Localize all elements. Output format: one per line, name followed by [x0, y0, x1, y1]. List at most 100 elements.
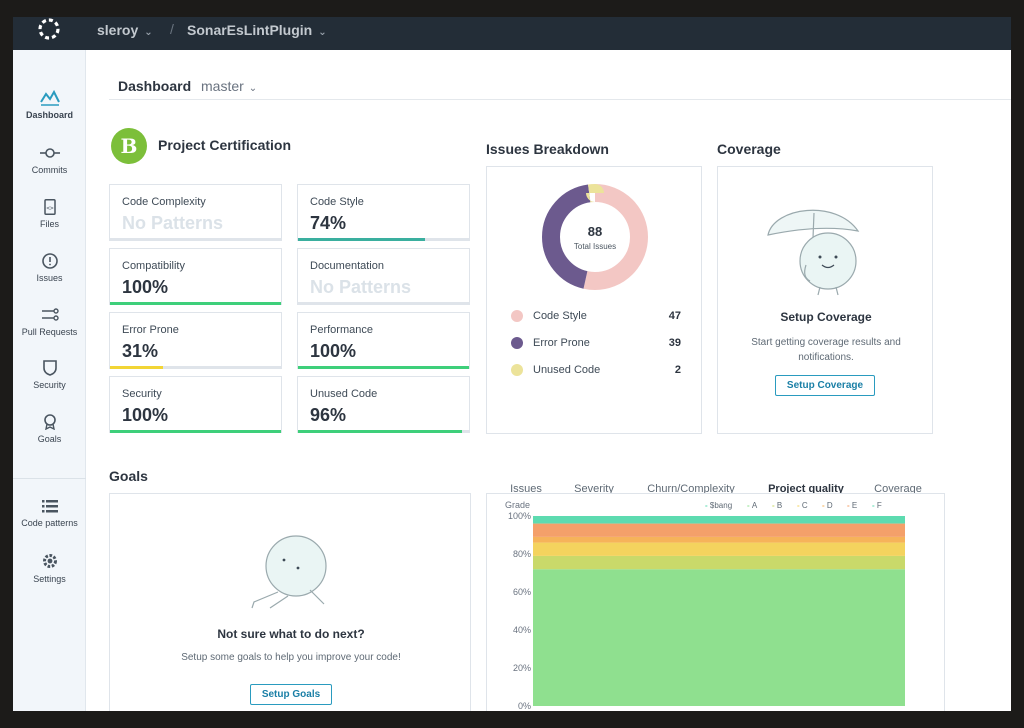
metric-card-security[interactable]: Security 100% — [109, 376, 282, 433]
metric-label: Security — [122, 388, 162, 400]
codacy-logo-icon[interactable] — [35, 17, 63, 43]
metric-label: Documentation — [310, 260, 384, 272]
area-band-c[interactable] — [533, 542, 905, 556]
pull-request-icon — [41, 308, 59, 321]
issues-donut-chart — [542, 184, 648, 290]
legend-swatch — [511, 337, 523, 349]
sidebar-item-commits[interactable]: Commits — [13, 145, 86, 175]
sidebar-item-settings[interactable]: Settings — [13, 552, 86, 584]
issues-legend-item[interactable]: Unused Code 2 — [511, 364, 681, 378]
issues-legend-item[interactable]: Code Style 47 — [511, 310, 681, 324]
sidebar-item-goals[interactable]: Goals — [13, 414, 86, 444]
metric-card-documentation[interactable]: Documentation No Patterns — [297, 248, 470, 305]
main-content: Dashboard master ⌄ B Project Certificatio… — [87, 50, 1011, 711]
chart-legend-item[interactable]: - A — [747, 501, 758, 510]
metric-card-code-style[interactable]: Code Style 74% — [297, 184, 470, 241]
y-tick-label: 0% — [518, 701, 531, 711]
top-bar: sleroy ⌄ / SonarEsLintPlugin ⌄ — [13, 17, 1011, 50]
metric-card-code-complexity[interactable]: Code Complexity No Patterns — [109, 184, 282, 241]
svg-text:<>: <> — [46, 205, 54, 212]
user-name: sleroy — [97, 22, 139, 38]
sidebar-item-dashboard[interactable]: Dashboard — [13, 90, 86, 120]
metric-value: 96% — [310, 405, 347, 425]
metric-card-error-prone[interactable]: Error Prone 31% — [109, 312, 282, 369]
goals-description: Setup some goals to help you improve you… — [181, 652, 401, 663]
chart-legend-item[interactable]: - D — [822, 501, 833, 510]
metric-progress-track — [298, 430, 469, 433]
sidebar-item-files[interactable]: <> Files — [13, 199, 86, 229]
metric-label: Error Prone — [122, 324, 179, 336]
goal-icon — [43, 414, 56, 430]
branch-name: master — [201, 78, 244, 94]
sidebar-item-pull-requests[interactable]: Pull Requests — [13, 307, 86, 337]
metric-label: Performance — [310, 324, 373, 336]
area-band-e[interactable] — [533, 523, 905, 537]
y-tick-label: 40% — [513, 625, 531, 635]
metric-progress-fill — [298, 430, 463, 433]
sidebar-item-security[interactable]: Security — [13, 360, 86, 390]
chart-legend-item[interactable]: - F — [872, 501, 882, 510]
grade-badge: B — [111, 128, 147, 164]
y-axis-label: Grade — [505, 500, 530, 510]
metric-card-unused-code[interactable]: Unused Code 96% — [297, 376, 470, 433]
metric-card-compatibility[interactable]: Compatibility 100% — [109, 248, 282, 305]
sidebar-item-code-patterns[interactable]: Code patterns — [13, 498, 86, 528]
alert-icon — [41, 253, 58, 269]
metric-progress-fill — [110, 302, 281, 305]
area-band-bang[interactable] — [533, 516, 905, 524]
metric-value: No Patterns — [122, 213, 224, 233]
y-tick-label: 100% — [508, 511, 531, 521]
setup-coverage-button[interactable]: Setup Coverage — [775, 375, 875, 396]
metric-value: 100% — [310, 341, 357, 361]
legend-label: Code Style — [533, 310, 587, 322]
legend-value: 39 — [668, 337, 681, 349]
metric-progress-track — [110, 430, 281, 433]
legend-label: Unused Code — [533, 364, 601, 376]
issues-breakdown-panel: 88 Total Issues Code Style 47 Error Prone 3… — [486, 166, 702, 434]
metric-card-performance[interactable]: Performance 100% — [297, 312, 470, 369]
sidebar: Dashboard Commits <> Files Issues Pull R… — [13, 50, 86, 711]
metric-progress-track — [110, 302, 281, 305]
area-band-b[interactable] — [533, 555, 905, 570]
metric-value: 31% — [122, 341, 159, 361]
file-icon: <> — [43, 199, 56, 215]
donut-slice-unused-code[interactable] — [542, 184, 648, 290]
coverage-description: Start getting coverage results and notif… — [751, 337, 901, 363]
breadcrumb-separator: / — [170, 21, 174, 37]
metric-value: 74% — [310, 213, 347, 233]
commit-icon — [39, 148, 60, 158]
area-band-d[interactable] — [533, 536, 905, 543]
chart-legend-item[interactable]: - E — [847, 501, 857, 510]
area-band-a[interactable] — [533, 569, 905, 706]
setup-goals-button[interactable]: Setup Goals — [250, 684, 332, 705]
chart-legend-item[interactable]: - C — [797, 501, 808, 510]
metric-progress-fill — [298, 238, 425, 241]
list-icon — [41, 500, 58, 513]
issues-legend-item[interactable]: Error Prone 39 — [511, 337, 681, 351]
metric-progress-track — [110, 238, 281, 241]
header-divider — [109, 99, 1011, 100]
issues-breakdown-title: Issues Breakdown — [486, 141, 609, 157]
sidebar-item-label: Issues — [36, 273, 63, 283]
y-tick-label: 60% — [513, 587, 531, 597]
quality-area-chart: Grade 0% 20% 40% 60% 80% 100% - $bang - A - B - C -… — [505, 500, 905, 711]
coverage-heading: Setup Coverage — [780, 310, 872, 324]
metric-value: 100% — [122, 405, 169, 425]
y-tick-label: 80% — [513, 549, 531, 559]
chart-legend-item[interactable]: - $bang — [705, 501, 732, 510]
goals-panel: Not sure what to do next? Setup some goa… — [109, 493, 471, 711]
dashboard-icon — [39, 90, 60, 106]
donut-slice-error-prone[interactable] — [542, 184, 648, 290]
chart-legend-item[interactable]: - B — [772, 501, 782, 510]
metric-label: Code Style — [310, 196, 364, 208]
legend-value: 2 — [674, 364, 681, 376]
goals-heading: Not sure what to do next? — [217, 627, 365, 641]
sidebar-item-issues[interactable]: Issues — [13, 253, 86, 283]
branch-selector[interactable]: master ⌄ — [201, 78, 257, 94]
metric-value: 100% — [122, 277, 169, 297]
project-switcher[interactable]: SonarEsLintPlugin ⌄ — [187, 22, 327, 38]
coverage-panel: Setup Coverage Start getting coverage re… — [717, 166, 933, 434]
sidebar-item-label: Pull Requests — [21, 327, 78, 337]
user-switcher[interactable]: sleroy ⌄ — [97, 22, 153, 38]
legend-label: Error Prone — [533, 337, 590, 349]
